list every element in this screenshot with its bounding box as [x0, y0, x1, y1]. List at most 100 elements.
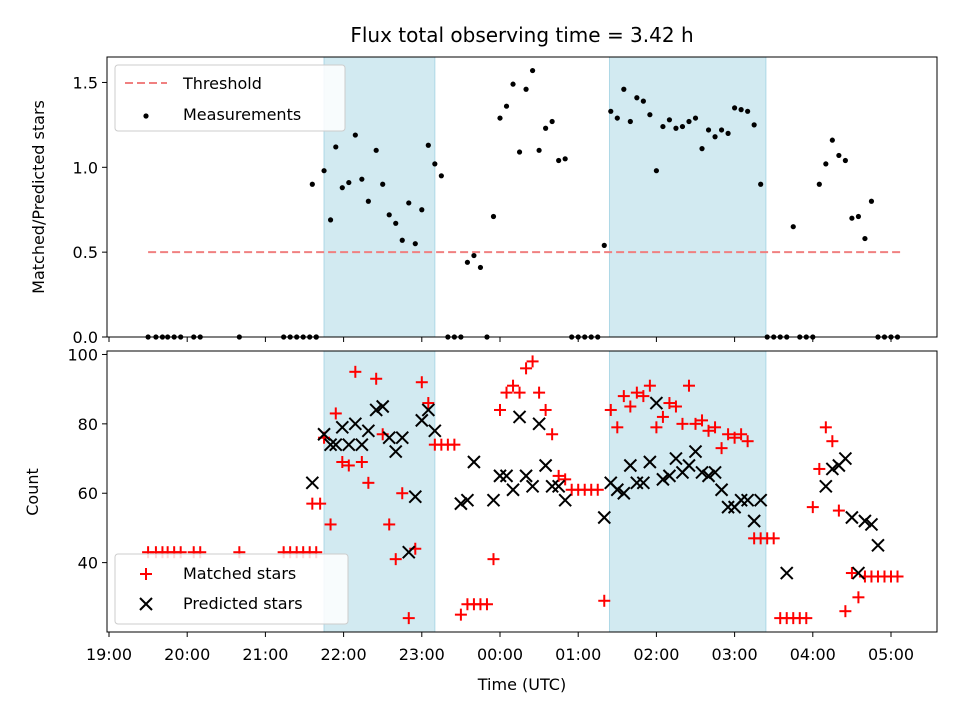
measurement-point — [601, 242, 607, 248]
predicted-stars-point — [656, 472, 670, 487]
bottom-y-ticks: 40 60 80 100 — [67, 345, 107, 573]
matched-stars-point — [624, 400, 637, 413]
measurement-point — [406, 200, 412, 206]
predicted-stars-point — [369, 403, 383, 417]
measurement-point — [471, 252, 477, 259]
predicted-stars-point — [408, 489, 422, 504]
measurement-point — [621, 86, 627, 92]
matched-stars-point — [604, 403, 617, 416]
measurement-point — [862, 235, 868, 242]
measurement-point — [816, 181, 822, 187]
top-panel: 0.0 0.5 1.0 1.5 Flux total observing time =… — [29, 23, 938, 347]
measurement-point — [339, 185, 345, 191]
predicted-stars-point — [329, 437, 343, 452]
predicted-stars-point — [361, 424, 376, 438]
measurement-point — [477, 264, 484, 271]
bottom-ytick-label: 100 — [67, 345, 98, 364]
matched-stars-point — [487, 553, 500, 566]
measurement-point — [666, 117, 673, 123]
predicted-stars-point — [402, 545, 416, 559]
shaded-interval-2 — [608, 56, 767, 338]
predicted-stars-point — [467, 455, 481, 469]
top-ytick-label: 0.0 — [73, 328, 98, 347]
predicted-stars-point — [323, 437, 338, 452]
measurement-point — [705, 127, 712, 133]
top-legend: Threshold Measurements — [114, 64, 346, 132]
predicted-stars-point — [708, 465, 722, 480]
predicted-stars-point — [305, 476, 320, 490]
measurement-point — [359, 176, 365, 182]
matched-stars-point — [696, 414, 709, 427]
measurement-point — [536, 147, 542, 153]
predicted-stars-point — [688, 444, 703, 459]
matched-stars-point — [598, 594, 611, 607]
predicted-stars-point — [845, 510, 859, 525]
matched-stars-point — [702, 424, 715, 437]
matched-stars-point — [370, 372, 383, 385]
matched-stars-point — [520, 362, 533, 375]
matched-stars-point — [389, 553, 402, 566]
measurement-point — [529, 67, 536, 74]
predicted-stars-point — [851, 566, 866, 580]
predicted-stars-point — [525, 479, 540, 494]
measurement-point — [497, 115, 503, 121]
measurement-point — [647, 112, 653, 118]
measurement-point — [842, 157, 848, 164]
predicted-stars-point — [617, 486, 631, 500]
matched-stars-point — [845, 567, 858, 580]
measurement-point — [699, 146, 705, 152]
measurement-point — [790, 224, 796, 230]
matched-stars-point — [630, 386, 643, 399]
matched-stars-point — [526, 355, 539, 368]
predicted-stars-point — [428, 424, 442, 438]
matched-stars-point — [728, 431, 741, 444]
predicted-stars-point — [558, 493, 572, 507]
predicted-stars-point — [375, 399, 390, 414]
matched-stars-point — [611, 421, 624, 434]
measurement-point — [614, 115, 620, 121]
bottom-xtick-label: 02:00 — [633, 645, 679, 664]
matched-stars-point — [500, 386, 513, 399]
predicted-stars-point — [682, 458, 696, 473]
bottom-xtick-label: 00:00 — [477, 645, 523, 664]
predicted-stars-point — [493, 469, 507, 483]
predicted-stars-point — [721, 500, 735, 514]
predicted-stars-point — [864, 517, 879, 532]
predicted-stars-point — [630, 476, 644, 490]
predicted-stars-point — [512, 410, 527, 424]
predicted-stars-points — [305, 396, 885, 580]
measurement-point — [346, 179, 352, 186]
predicted-stars-point — [871, 538, 885, 552]
predicted-stars-point — [545, 479, 559, 494]
measurement-point — [855, 213, 862, 220]
predicted-stars-point — [753, 493, 768, 507]
measurement-point — [425, 142, 431, 148]
measurement-point — [523, 86, 529, 92]
predicted-stars-point — [519, 469, 533, 483]
matched-stars-point — [669, 400, 682, 413]
measurement-point — [333, 144, 339, 150]
measurement-point — [399, 237, 405, 243]
predicted-stars-point — [317, 427, 331, 441]
shaded-interval-2 — [608, 350, 767, 633]
predicted-stars-point — [643, 455, 657, 469]
bottom-ytick-label: 80 — [78, 415, 98, 434]
predicted-stars-point — [486, 493, 501, 507]
top-shaded-regions — [323, 56, 767, 338]
matched-stars-point — [891, 570, 904, 583]
measurement-point — [627, 118, 633, 125]
matched-stars-point — [355, 456, 368, 469]
measurement-point — [836, 152, 842, 159]
matched-stars-legend-label: Matched stars — [183, 564, 296, 583]
matched-stars-point — [396, 487, 409, 500]
matched-stars-points — [142, 355, 904, 625]
measurement-point — [516, 149, 523, 155]
matched-stars-point — [591, 483, 604, 496]
measurement-point — [868, 198, 875, 204]
bottom-xtick-label: 23:00 — [399, 645, 445, 664]
matched-stars-point — [552, 469, 565, 482]
measurement-point — [608, 108, 614, 114]
matched-stars-point — [682, 379, 695, 392]
matched-stars-point — [741, 435, 754, 448]
measurement-point — [549, 118, 555, 125]
